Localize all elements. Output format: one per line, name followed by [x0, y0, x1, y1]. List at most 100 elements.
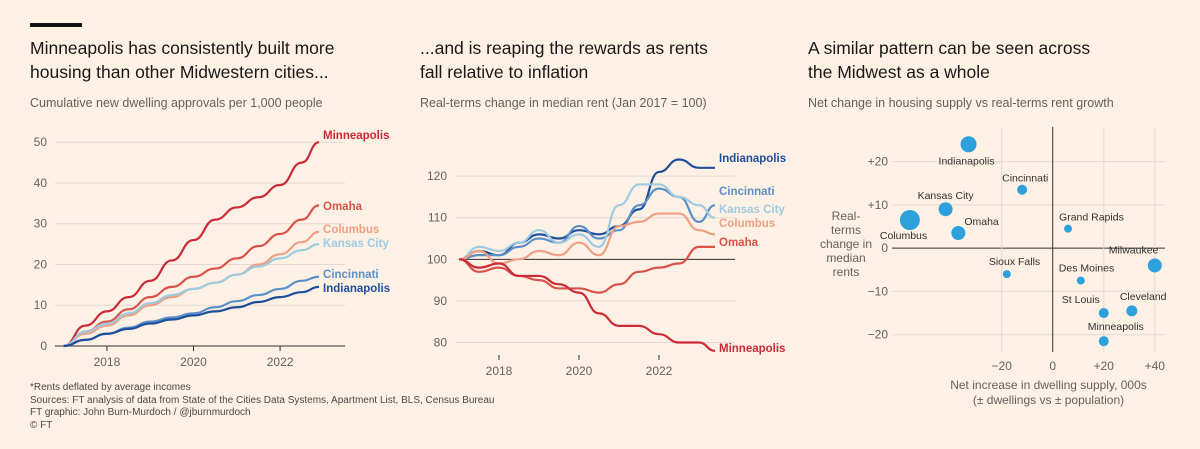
series-label-minneapolis: Minneapolis: [719, 343, 785, 355]
scatter-point-cincinnati: [1017, 184, 1028, 195]
y-tick-10: 10: [34, 298, 48, 312]
panel-2-title-line1: ...and is reaping the rewards as rents: [420, 38, 708, 58]
scatter-point-grand-rapids: [1064, 224, 1073, 233]
series-label-indianapolis: Indianapolis: [323, 283, 390, 295]
y-tick-30: 30: [34, 217, 48, 231]
scatter-y-axis-label-line4: median: [826, 251, 865, 265]
series-line-indianapolis: [63, 285, 320, 348]
series-label-indianapolis: Indianapolis: [719, 153, 786, 165]
scatter-y-axis-label-line5: rents: [833, 265, 860, 279]
scatter-label-des-moines: Des Moines: [1059, 263, 1114, 275]
y-tick-80: 80: [434, 336, 448, 350]
y-tick-90: 90: [434, 294, 448, 308]
series-line-omaha: [63, 204, 320, 348]
scatter-point-des-moines: [1076, 276, 1085, 285]
scatter-point-indianapolis: [960, 136, 977, 153]
scatter-x-tick-1: 0: [1049, 359, 1056, 373]
ft-top-bar: [30, 23, 82, 27]
panel-2-title-line2: fall relative to inflation: [420, 62, 589, 82]
series-line-minneapolis: [63, 141, 320, 348]
scatter-y-tick-20: −20: [868, 328, 889, 342]
series-label-cincinnati: Cincinnati: [323, 269, 379, 281]
x-tick-2022: 2022: [646, 364, 673, 378]
y-tick-100: 100: [427, 252, 447, 266]
panel-1-title-line2: housing than other Midwestern cities...: [30, 62, 329, 82]
scatter-x-tick-3: +40: [1145, 359, 1166, 373]
scatter-y-tick-20: +20: [868, 155, 889, 169]
scatter-y-tick-10: +10: [868, 198, 889, 212]
panel-1-subtitle: Cumulative new dwelling approvals per 1,…: [30, 96, 323, 110]
x-tick-2022: 2022: [267, 355, 294, 369]
panel-3-title-line1: A similar pattern can be seen across: [808, 38, 1091, 58]
note-sources: Sources: FT analysis of data from State …: [30, 394, 495, 406]
scatter-label-sioux-falls: Sioux Falls: [989, 256, 1040, 268]
scatter-label-indianapolis: Indianapolis: [939, 155, 995, 167]
y-tick-20: 20: [34, 257, 48, 271]
panel-2: ...and is reaping the rewards as rents f…: [420, 36, 708, 110]
scatter-point-kansas-city: [938, 202, 953, 217]
y-tick-40: 40: [34, 176, 48, 190]
scatter-label-columbus: Columbus: [880, 230, 927, 242]
scatter-label-milwaukee: Milwaukee: [1109, 244, 1159, 256]
scatter-y-tick-0: 0: [881, 241, 888, 255]
panel-3: A similar pattern can be seen across the…: [808, 36, 1114, 110]
scatter-point-sioux-falls: [1002, 270, 1011, 279]
series-label-columbus: Columbus: [719, 218, 775, 230]
scatter-label-st-louis: St Louis: [1062, 294, 1100, 306]
note-graphic-credit: FT graphic: John Burn-Murdoch / @jburnmu…: [30, 407, 251, 418]
x-tick-2018: 2018: [486, 364, 513, 378]
scatter-label-kansas-city: Kansas City: [918, 190, 975, 202]
y-tick-120: 120: [427, 169, 447, 183]
panel-3-title-line2: the Midwest as a whole: [808, 62, 990, 82]
series-label-cincinnati: Cincinnati: [719, 186, 775, 198]
series-line-kansas-city: [63, 243, 320, 348]
series-line-omaha: [458, 245, 715, 294]
note-copyright: © FT: [30, 419, 53, 431]
scatter-label-cleveland: Cleveland: [1120, 291, 1167, 303]
scatter-point-minneapolis: [1098, 336, 1109, 347]
scatter-point-omaha: [951, 226, 966, 241]
note-rents-deflated: *Rents deflated by average incomes: [30, 382, 191, 393]
scatter-y-axis-label-line2: terms: [831, 223, 861, 237]
series-label-kansas-city: Kansas City: [719, 204, 785, 216]
panel-2-subtitle: Real-terms change in median rent (Jan 20…: [420, 96, 707, 110]
scatter-label-cincinnati: Cincinnati: [1002, 173, 1048, 185]
scatter-y-tick-10: −10: [868, 284, 889, 298]
scatter-point-st-louis: [1098, 308, 1109, 319]
x-tick-2020: 2020: [566, 364, 593, 378]
scatter-y-axis-label-line1: Real-: [832, 209, 861, 223]
x-tick-2018: 2018: [94, 355, 121, 369]
series-label-kansas-city: Kansas City: [323, 238, 389, 250]
scatter-x-tick-2: +20: [1094, 359, 1115, 373]
panel-1-title: Minneapolis has consistently built more …: [30, 36, 334, 84]
panel-2-title: ...and is reaping the rewards as rents f…: [420, 36, 708, 84]
panel-3-title: A similar pattern can be seen across the…: [808, 36, 1114, 84]
scatter-y-axis-label-line3: change in: [820, 237, 872, 251]
panel-1: Minneapolis has consistently built more …: [30, 36, 334, 110]
scatter-x-tick-0: −20: [992, 359, 1013, 373]
panel-3-subtitle: Net change in housing supply vs real-ter…: [808, 96, 1114, 110]
series-label-omaha: Omaha: [719, 237, 759, 249]
scatter-point-cleveland: [1126, 305, 1138, 317]
series-line-kansas-city: [458, 183, 716, 261]
y-tick-0: 0: [40, 339, 47, 353]
scatter-label-minneapolis: Minneapolis: [1088, 321, 1144, 333]
scatter-x-axis-label-line1: Net increase in dwelling supply, 000s: [950, 378, 1147, 392]
x-tick-2020: 2020: [180, 355, 207, 369]
series-label-columbus: Columbus: [323, 224, 379, 236]
series-line-minneapolis: [458, 258, 716, 352]
series-label-omaha: Omaha: [323, 201, 363, 213]
y-tick-110: 110: [428, 211, 447, 225]
scatter-point-columbus: [899, 210, 920, 231]
source-notes: *Rents deflated by average incomes Sourc…: [30, 382, 494, 432]
series-label-minneapolis: Minneapolis: [323, 130, 389, 142]
y-tick-50: 50: [34, 135, 48, 149]
scatter-x-axis-label-line2: (± dwellings vs ± population): [973, 393, 1124, 407]
panel-1-title-line1: Minneapolis has consistently built more: [30, 38, 335, 58]
scatter-label-grand-rapids: Grand Rapids: [1059, 212, 1124, 224]
scatter-point-milwaukee: [1147, 258, 1162, 273]
scatter-label-omaha: Omaha: [964, 216, 999, 228]
